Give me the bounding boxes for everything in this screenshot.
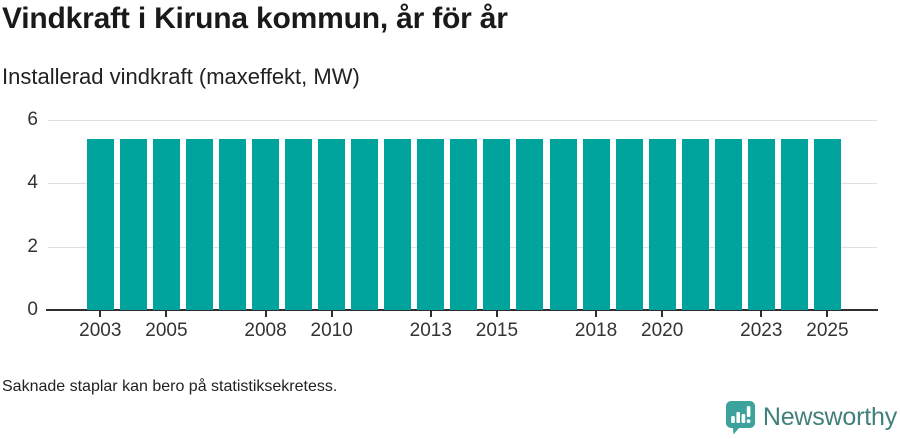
x-label-2008: 2008	[244, 320, 287, 341]
x-tick-2010	[330, 311, 333, 317]
bar-2005	[152, 139, 180, 310]
bar-2022	[714, 139, 742, 310]
bar-2007	[219, 139, 246, 310]
brand-name: Newsworthy	[762, 403, 897, 431]
y-label-4: 4	[27, 172, 38, 194]
bar-2016	[516, 139, 544, 310]
x-tick-2018	[595, 311, 598, 317]
y-label-2: 2	[27, 235, 38, 257]
y-label-0: 0	[27, 299, 38, 320]
bar-2023	[747, 139, 775, 310]
x-tick-2023	[760, 311, 763, 317]
bar-2009	[285, 139, 313, 310]
x-label-2015: 2015	[475, 320, 519, 341]
x-tick-2003	[99, 311, 102, 317]
x-tick-2013	[429, 311, 432, 317]
x-tick-2005	[165, 311, 168, 317]
bar-2006	[185, 139, 213, 310]
bar-chart-speech-bubble-icon	[725, 401, 755, 435]
gridline-y6	[48, 120, 877, 121]
bar-2003	[86, 139, 114, 310]
bar-2025	[813, 139, 841, 310]
bar-chart: 0 2 4 6 2003 2005 2008 2010 2013 2015 2018 2020 202…	[27, 109, 878, 341]
x-label-2003: 2003	[79, 320, 122, 341]
y-label-6: 6	[27, 109, 38, 130]
bar-2004	[119, 139, 147, 310]
x-tick-2020	[661, 311, 664, 317]
bar-2019	[615, 139, 643, 310]
chart-subtitle: Installerad vindkraft (maxeffekt, MW)	[2, 64, 360, 89]
x-label-2018: 2018	[574, 320, 618, 341]
x-tick-2025	[826, 311, 829, 317]
bar-2013	[417, 139, 445, 310]
newsworthy-logo: Newsworthy	[725, 400, 897, 435]
bar-2010	[318, 139, 346, 310]
bar-2015	[483, 139, 511, 310]
x-label-2013: 2013	[409, 320, 452, 341]
x-label-2020: 2020	[641, 320, 684, 341]
x-label-2005: 2005	[145, 320, 188, 341]
x-tick-2008	[264, 311, 267, 317]
chart-title: Vindkraft i Kiruna kommun, år för år	[2, 2, 508, 35]
bar-2018	[582, 139, 610, 310]
bar-2014	[450, 139, 478, 310]
chart-footnote: Saknade staplar kan bero på statistiksek…	[2, 378, 338, 395]
plot-area	[48, 120, 877, 310]
x-label-2023: 2023	[740, 320, 783, 341]
bar-2008	[252, 139, 280, 310]
bar-2024	[780, 139, 808, 310]
x-label-2025: 2025	[806, 320, 849, 341]
x-tick-2015	[495, 311, 498, 317]
bar-2021	[681, 139, 709, 310]
bar-2020	[648, 139, 676, 310]
bar-2011	[351, 139, 379, 310]
bar-2017	[549, 139, 577, 310]
bar-2012	[384, 139, 412, 310]
x-label-2010: 2010	[310, 320, 353, 341]
x-axis-line	[46, 309, 878, 311]
